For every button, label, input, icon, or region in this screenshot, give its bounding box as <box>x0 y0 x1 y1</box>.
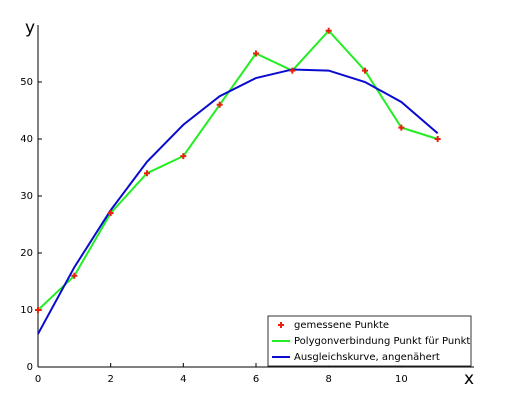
y-tick-label: 40 <box>20 134 33 145</box>
point-marker <box>107 210 114 217</box>
point-marker <box>253 50 259 57</box>
y-axis-label: y <box>25 18 35 38</box>
point-marker <box>289 67 296 74</box>
x-tick-label: 8 <box>325 374 331 385</box>
point-marker <box>362 67 368 74</box>
legend-label: Ausgleichskurve, angenähert <box>294 352 440 363</box>
line-series <box>37 29 438 311</box>
line-series <box>37 68 439 335</box>
point-marker <box>144 170 150 177</box>
x-tick-label: 10 <box>395 374 408 385</box>
legend-marker <box>278 322 284 328</box>
x-tick-label: 4 <box>180 374 186 385</box>
legend-box <box>267 315 472 367</box>
point-marker <box>216 101 223 108</box>
x-tick-label: 0 <box>35 374 41 385</box>
legend-label: gemessene Punkte <box>294 320 389 331</box>
y-tick-label: 30 <box>20 191 33 202</box>
point-marker <box>398 124 405 131</box>
point-marker <box>35 307 41 313</box>
point-marker <box>434 136 441 142</box>
point-marker <box>180 153 187 160</box>
x-tick-label: 2 <box>107 374 113 385</box>
y-tick-label: 0 <box>27 362 33 373</box>
x-axis-label: x <box>464 369 474 389</box>
y-tick-label: 10 <box>20 305 33 316</box>
y-tick-label: 50 <box>20 77 33 88</box>
x-tick-label: 6 <box>253 374 259 385</box>
point-marker <box>71 272 78 279</box>
y-tick-label: 20 <box>20 248 33 259</box>
legend-label: Polygonverbindung Punkt für Punkt <box>294 336 470 347</box>
point-marker <box>325 27 332 34</box>
